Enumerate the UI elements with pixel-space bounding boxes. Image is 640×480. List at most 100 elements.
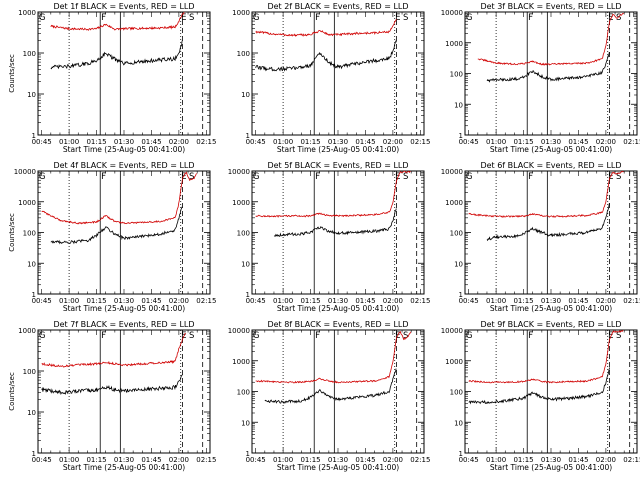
detector-panel: Det 9f BLACK = Events, RED = LLD 1 10 100 10…	[441, 320, 640, 472]
y-tick-label: 1	[32, 132, 36, 140]
plot-frame	[464, 11, 638, 136]
detector-panel: Det 6f BLACK = Events, RED = LLD 1 10 100 10…	[441, 161, 640, 313]
x-tick-label: 01:45	[141, 138, 161, 146]
y-tick-label: 1	[246, 132, 250, 140]
x-tick-label: 00:45	[246, 456, 266, 464]
x-tick-label: 02:15	[196, 297, 216, 305]
event-marker-label: F	[528, 13, 533, 23]
lld-series-line	[255, 171, 411, 218]
x-tick-label: 01:00	[273, 297, 293, 305]
event-marker-label: G	[466, 172, 473, 182]
x-tick-label: 02:00	[383, 297, 403, 305]
y-tick-label: 100	[237, 230, 250, 238]
x-tick-label: 01:30	[114, 297, 134, 305]
detector-panel: Det 4f BLACK = Events, RED = LLD 1 10 100 10…	[8, 161, 216, 313]
x-tick-label: 01:30	[328, 297, 348, 305]
y-tick-label: 1000	[445, 40, 463, 48]
x-axis-label: Start Time (25-Aug-05 00:41:00)	[490, 145, 612, 154]
event-marker-label: E	[608, 13, 613, 23]
y-tick-label: 10000	[441, 9, 463, 17]
panel-title: Det 3f BLACK = Events, RED = LLD	[480, 2, 621, 11]
y-tick-label: 10	[27, 260, 36, 268]
x-tick-label: 01:30	[328, 138, 348, 146]
detector-panel: Det 3f BLACK = Events, RED = LLD 1 10 100 10…	[441, 2, 640, 154]
x-tick-label: 01:00	[59, 138, 79, 146]
x-tick-label: 02:15	[623, 138, 640, 146]
event-marker-label: F	[315, 331, 320, 341]
event-marker-label: G	[253, 172, 260, 182]
plot-frame	[251, 170, 425, 295]
y-tick-label: 1000	[18, 9, 36, 17]
events-series-line	[50, 40, 183, 70]
lld-series-line	[41, 171, 197, 225]
x-tick-label: 01:00	[273, 138, 293, 146]
x-tick-label: 02:00	[383, 138, 403, 146]
y-tick-label: 10000	[14, 168, 36, 176]
y-tick-label: 1000	[445, 199, 463, 207]
event-marker-label: S	[403, 172, 408, 182]
x-tick-label: 02:00	[596, 138, 616, 146]
x-axis-label: Start Time (25-Aug-05 00:41:00)	[277, 304, 399, 313]
x-tick-label: 01:45	[568, 297, 588, 305]
event-marker-label: G	[39, 331, 46, 341]
detector-panel: Det 8f BLACK = Events, RED = LLD 1 10 100 10…	[228, 320, 431, 472]
y-tick-label: 10	[454, 101, 463, 109]
event-marker-label: E	[608, 172, 613, 182]
y-axis-label: Counts/sec	[8, 54, 16, 93]
x-tick-label: 02:00	[596, 456, 616, 464]
events-series-line	[50, 206, 183, 245]
event-marker-label: E	[181, 172, 186, 182]
x-axis-label: Start Time (25-Aug-05 00:41:00)	[277, 463, 399, 472]
event-marker-label: F	[315, 13, 320, 23]
detector-panel: Det 7f BLACK = Events, RED = LLD 1 10 100 10…	[8, 320, 216, 472]
y-tick-label: 1000	[18, 199, 36, 207]
lld-series-line	[50, 12, 186, 31]
x-tick-label: 00:45	[459, 297, 479, 305]
lld-series-line	[255, 330, 411, 384]
x-tick-label: 01:15	[86, 297, 106, 305]
y-tick-label: 1	[459, 291, 463, 299]
lld-series-line	[468, 171, 624, 218]
event-marker-label: S	[616, 13, 621, 23]
x-tick-label: 01:15	[86, 138, 106, 146]
x-tick-label: 01:15	[300, 138, 320, 146]
x-axis-label: Start Time (25-Aug-05 00:41:00)	[277, 145, 399, 154]
event-marker-label: S	[189, 331, 194, 341]
x-tick-label: 01:45	[141, 297, 161, 305]
event-marker-label: F	[528, 172, 533, 182]
lld-series-line	[255, 18, 397, 37]
event-marker-label: F	[315, 172, 320, 182]
x-tick-label: 01:45	[141, 456, 161, 464]
y-tick-label: 10	[454, 260, 463, 268]
x-tick-label: 01:15	[86, 456, 106, 464]
x-tick-label: 01:00	[486, 138, 506, 146]
event-marker-label: G	[39, 13, 46, 23]
x-tick-label: 00:45	[459, 138, 479, 146]
y-tick-label: 100	[237, 389, 250, 397]
x-tick-label: 01:15	[513, 456, 533, 464]
y-tick-label: 10000	[441, 168, 463, 176]
y-tick-label: 100	[450, 71, 463, 79]
y-tick-label: 1	[459, 132, 463, 140]
event-marker-label: E	[395, 13, 400, 23]
y-axis-label: Counts/sec	[8, 213, 16, 252]
x-tick-label: 01:30	[114, 456, 134, 464]
y-tick-label: 100	[23, 50, 36, 58]
panel-title: Det 1f BLACK = Events, RED = LLD	[53, 2, 194, 11]
x-tick-label: 00:45	[246, 297, 266, 305]
x-tick-label: 01:15	[300, 456, 320, 464]
y-tick-label: 100	[23, 368, 36, 376]
x-tick-label: 01:45	[568, 456, 588, 464]
x-tick-label: 02:15	[623, 456, 640, 464]
lld-series-line	[477, 13, 624, 66]
x-tick-label: 01:15	[513, 138, 533, 146]
events-series-line	[486, 203, 610, 242]
x-tick-label: 01:30	[541, 456, 561, 464]
x-axis-label: Start Time (25-Aug-05 00:41:00)	[63, 463, 185, 472]
x-tick-label: 01:15	[513, 297, 533, 305]
events-series-line	[486, 52, 610, 83]
x-tick-label: 02:15	[196, 456, 216, 464]
y-tick-label: 1000	[232, 358, 250, 366]
x-tick-label: 00:45	[459, 456, 479, 464]
y-tick-label: 100	[23, 230, 36, 238]
